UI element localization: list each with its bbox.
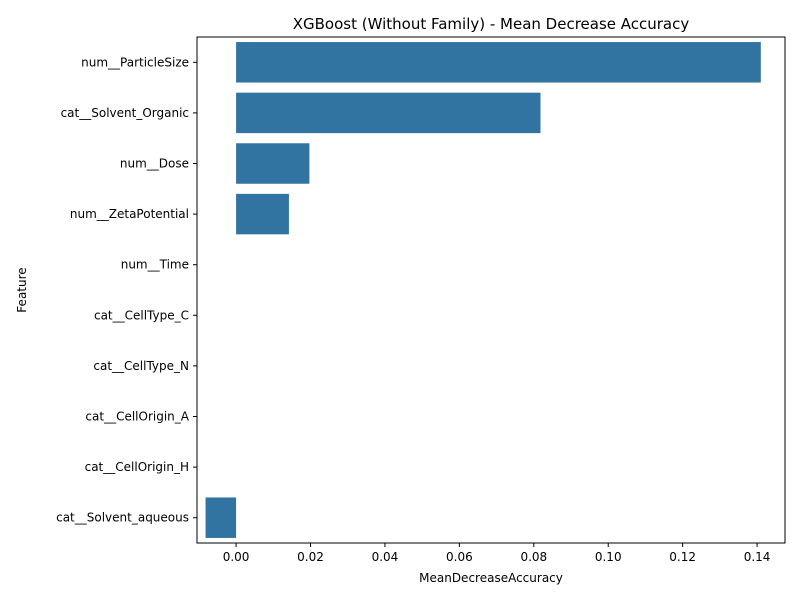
y-tick-label: num__ParticleSize: [81, 55, 189, 69]
x-axis-label: MeanDecreaseAccuracy: [419, 571, 563, 585]
y-tick-label: cat__Solvent_Organic: [61, 106, 189, 120]
y-tick-label: cat__CellType_C: [94, 308, 189, 322]
y-tick-label: cat__CellOrigin_H: [85, 460, 189, 474]
x-tick-label: 0.10: [595, 550, 622, 564]
y-tick-label: cat__CellType_N: [93, 359, 189, 373]
bars-layer: [205, 42, 761, 538]
plot-frame: [196, 36, 786, 544]
x-tick-label: 0.08: [520, 550, 547, 564]
bar-cat__Solvent_aqueous: [205, 497, 237, 538]
x-tick-label: 0.04: [372, 550, 399, 564]
y-tick-label: cat__Solvent_aqueous: [56, 511, 189, 525]
x-tick-label: 0.02: [297, 550, 324, 564]
y-axis-label: Feature: [15, 267, 29, 312]
y-tick-label: cat__CellOrigin_A: [85, 410, 189, 424]
bar-num__ZetaPotential: [236, 193, 289, 235]
y-tick-label: num__Time: [121, 258, 189, 272]
x-tick-label: 0.14: [744, 550, 771, 564]
x-tick-label: 0.12: [669, 550, 696, 564]
bar-num__Dose: [236, 143, 310, 184]
chart-title: XGBoost (Without Family) - Mean Decrease…: [293, 15, 690, 33]
ticks-layer: num__ParticleSize cat__Solvent_Organicnum…: [56, 55, 770, 564]
x-tick-label: 0.06: [446, 550, 473, 564]
bar-cat__Solvent_Organic: [236, 92, 541, 134]
y-tick-label: num__ZetaPotential: [70, 207, 189, 221]
x-tick-label: 0.00: [223, 550, 250, 564]
y-tick-label: num__Dose: [120, 157, 189, 171]
bar-num__ParticleSize: [236, 42, 761, 83]
axes-layer: [196, 36, 786, 544]
